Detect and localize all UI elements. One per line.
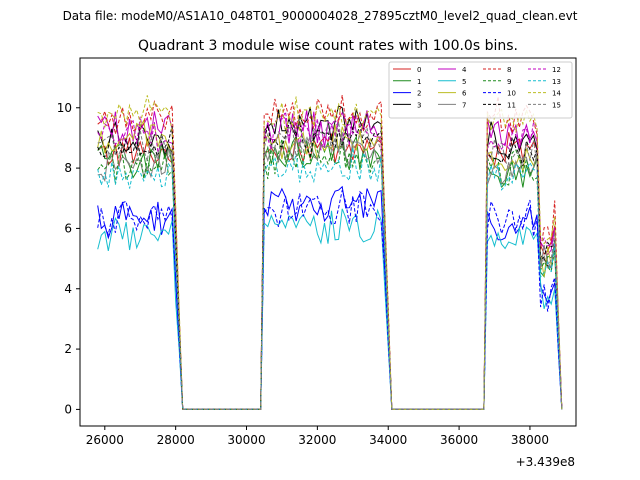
legend-label-9: 9 xyxy=(507,78,511,86)
series-line-1 xyxy=(97,134,563,410)
legend-label-1: 1 xyxy=(417,78,421,86)
legend-label-5: 5 xyxy=(462,78,466,86)
series-line-12 xyxy=(97,110,563,410)
y-tick-label-2: 4 xyxy=(64,282,72,296)
y-tick-label-1: 2 xyxy=(64,342,72,356)
series-line-13 xyxy=(97,147,563,410)
series-line-15 xyxy=(97,121,563,410)
series-line-14 xyxy=(97,95,563,410)
x-tick-label-2: 30000 xyxy=(227,433,265,447)
legend-box xyxy=(388,61,573,119)
x-tick-label-0: 26000 xyxy=(86,433,124,447)
legend-label-10: 10 xyxy=(507,90,516,98)
legend-label-4: 4 xyxy=(462,66,467,74)
x-tick-label-6: 38000 xyxy=(511,433,549,447)
legend-label-15: 15 xyxy=(552,101,561,109)
plot-lines xyxy=(97,95,563,410)
series-line-5 xyxy=(97,208,563,410)
x-tick-label-5: 36000 xyxy=(440,433,478,447)
plot-frame xyxy=(79,57,577,427)
legend-label-2: 2 xyxy=(417,90,421,98)
x-tick-label-3: 32000 xyxy=(298,433,336,447)
chart-title: Quadrant 3 module wise count rates with … xyxy=(138,38,518,54)
axes: 26000 28000 30000 32000 34000 36000 38000 0 2 4 6 8… xyxy=(57,101,549,447)
legend-label-12: 12 xyxy=(552,66,561,74)
y-tick-label-3: 6 xyxy=(64,221,72,235)
legend-label-14: 14 xyxy=(552,90,561,98)
figure-suptitle: Data file: modeM0/AS1A10_048T01_90000040… xyxy=(63,9,578,23)
series-line-9 xyxy=(97,138,563,410)
legend-label-6: 6 xyxy=(462,90,467,98)
y-tick-label-5: 10 xyxy=(57,101,72,115)
x-offset-label: +3.439e8 xyxy=(516,455,575,469)
legend-label-3: 3 xyxy=(417,101,421,109)
x-tick-label-4: 34000 xyxy=(369,433,407,447)
legend-label-11: 11 xyxy=(507,101,516,109)
series-line-2 xyxy=(97,185,563,410)
y-tick-label-0: 0 xyxy=(64,402,72,416)
x-tick-label-1: 28000 xyxy=(157,433,195,447)
legend-label-0: 0 xyxy=(417,66,421,74)
legend-label-8: 8 xyxy=(507,66,511,74)
y-tick-label-4: 8 xyxy=(64,161,72,175)
legend-label-13: 13 xyxy=(552,78,561,86)
legend-label-7: 7 xyxy=(462,101,466,109)
